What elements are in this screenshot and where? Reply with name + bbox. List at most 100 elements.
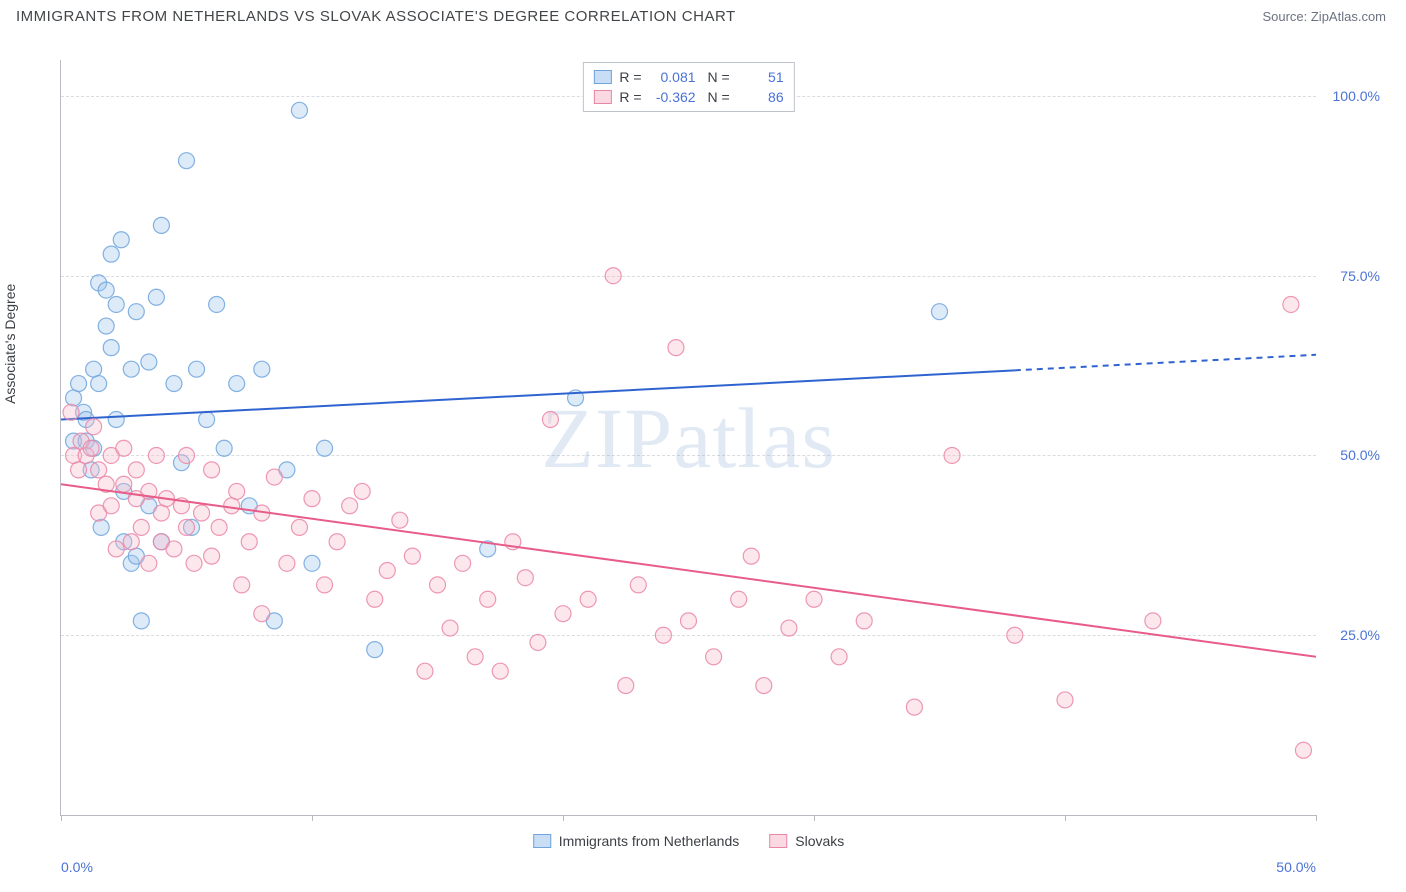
scatter-point-slovaks xyxy=(542,412,558,428)
y-tick-label: 25.0% xyxy=(1340,627,1380,643)
scatter-point-netherlands xyxy=(103,340,119,356)
scatter-point-slovaks xyxy=(354,483,370,499)
scatter-point-slovaks xyxy=(706,649,722,665)
scatter-point-slovaks xyxy=(605,268,621,284)
scatter-point-slovaks xyxy=(116,440,132,456)
scatter-point-slovaks xyxy=(906,699,922,715)
chart-title: IMMIGRANTS FROM NETHERLANDS VS SLOVAK AS… xyxy=(16,8,736,25)
scatter-point-slovaks xyxy=(1007,627,1023,643)
scatter-point-slovaks xyxy=(108,541,124,557)
legend-stats: R = 0.081 N = 51 R = -0.362 N = 86 xyxy=(582,62,794,112)
scatter-point-slovaks xyxy=(743,548,759,564)
legend-bottom: Immigrants from Netherlands Slovaks xyxy=(533,833,845,849)
y-tick-label: 100.0% xyxy=(1333,88,1380,104)
scatter-point-netherlands xyxy=(103,246,119,262)
scatter-point-slovaks xyxy=(379,563,395,579)
scatter-point-slovaks xyxy=(831,649,847,665)
scatter-point-slovaks xyxy=(442,620,458,636)
scatter-point-slovaks xyxy=(1057,692,1073,708)
x-tick-label: 0.0% xyxy=(61,859,93,875)
scatter-point-netherlands xyxy=(98,282,114,298)
scatter-point-slovaks xyxy=(91,462,107,478)
scatter-point-netherlands xyxy=(291,102,307,118)
scatter-point-slovaks xyxy=(304,491,320,507)
scatter-point-slovaks xyxy=(1283,296,1299,312)
scatter-point-slovaks xyxy=(71,462,87,478)
scatter-point-slovaks xyxy=(329,534,345,550)
scatter-point-slovaks xyxy=(944,447,960,463)
swatch-netherlands xyxy=(593,70,611,84)
scatter-point-slovaks xyxy=(492,663,508,679)
trendline-netherlands-extrapolated xyxy=(1015,355,1316,371)
scatter-point-slovaks xyxy=(430,577,446,593)
scatter-point-slovaks xyxy=(83,440,99,456)
swatch-slovaks xyxy=(593,90,611,104)
scatter-point-netherlands xyxy=(229,376,245,392)
scatter-point-netherlands xyxy=(254,361,270,377)
n-value-slovaks: 86 xyxy=(738,87,784,107)
x-tick-mark xyxy=(1316,815,1317,821)
x-tick-label: 50.0% xyxy=(1276,859,1316,875)
scatter-point-netherlands xyxy=(123,361,139,377)
scatter-point-netherlands xyxy=(86,361,102,377)
scatter-point-slovaks xyxy=(224,498,240,514)
r-value-slovaks: -0.362 xyxy=(650,87,696,107)
scatter-point-slovaks xyxy=(681,613,697,629)
scatter-point-netherlands xyxy=(71,376,87,392)
scatter-point-slovaks xyxy=(756,678,772,694)
chart-container: Associate's Degree ZIPatlas R = 0.081 N … xyxy=(16,36,1386,876)
scatter-point-netherlands xyxy=(209,296,225,312)
scatter-point-netherlands xyxy=(148,289,164,305)
scatter-point-slovaks xyxy=(731,591,747,607)
x-tick-mark xyxy=(312,815,313,821)
scatter-point-slovaks xyxy=(618,678,634,694)
scatter-point-netherlands xyxy=(108,296,124,312)
scatter-point-netherlands xyxy=(166,376,182,392)
r-value-netherlands: 0.081 xyxy=(650,67,696,87)
scatter-point-netherlands xyxy=(216,440,232,456)
scatter-point-netherlands xyxy=(932,304,948,320)
scatter-point-slovaks xyxy=(229,483,245,499)
scatter-point-slovaks xyxy=(234,577,250,593)
scatter-point-slovaks xyxy=(530,634,546,650)
swatch-netherlands-icon xyxy=(533,834,551,848)
scatter-point-slovaks xyxy=(417,663,433,679)
scatter-point-slovaks xyxy=(856,613,872,629)
scatter-point-slovaks xyxy=(655,627,671,643)
scatter-point-slovaks xyxy=(86,419,102,435)
scatter-point-slovaks xyxy=(1145,613,1161,629)
scatter-point-slovaks xyxy=(342,498,358,514)
scatter-point-netherlands xyxy=(367,642,383,658)
scatter-point-slovaks xyxy=(317,577,333,593)
scatter-point-netherlands xyxy=(304,555,320,571)
scatter-point-slovaks xyxy=(116,476,132,492)
scatter-point-slovaks xyxy=(291,519,307,535)
scatter-point-netherlands xyxy=(91,376,107,392)
scatter-point-netherlands xyxy=(128,304,144,320)
scatter-point-slovaks xyxy=(517,570,533,586)
scatter-point-slovaks xyxy=(455,555,471,571)
scatter-point-netherlands xyxy=(317,440,333,456)
scatter-point-slovaks xyxy=(480,591,496,607)
legend-stats-row-slovaks: R = -0.362 N = 86 xyxy=(593,87,783,107)
scatter-point-netherlands xyxy=(98,318,114,334)
y-tick-label: 50.0% xyxy=(1340,447,1380,463)
scatter-point-slovaks xyxy=(392,512,408,528)
scatter-point-slovaks xyxy=(211,519,227,535)
scatter-point-slovaks xyxy=(141,555,157,571)
scatter-point-slovaks xyxy=(194,505,210,521)
scatter-point-slovaks xyxy=(1295,742,1311,758)
scatter-point-netherlands xyxy=(93,519,109,535)
y-tick-label: 75.0% xyxy=(1340,268,1380,284)
scatter-point-slovaks xyxy=(266,469,282,485)
scatter-point-netherlands xyxy=(108,412,124,428)
y-axis-label: Associate's Degree xyxy=(2,284,18,404)
plot-area: ZIPatlas R = 0.081 N = 51 R = -0.362 N =… xyxy=(60,60,1316,816)
legend-label-slovaks: Slovaks xyxy=(795,833,844,849)
source-attribution: Source: ZipAtlas.com xyxy=(1262,9,1386,24)
scatter-point-slovaks xyxy=(781,620,797,636)
scatter-point-slovaks xyxy=(241,534,257,550)
legend-label-netherlands: Immigrants from Netherlands xyxy=(559,833,740,849)
legend-stats-row-netherlands: R = 0.081 N = 51 xyxy=(593,67,783,87)
scatter-point-slovaks xyxy=(555,606,571,622)
